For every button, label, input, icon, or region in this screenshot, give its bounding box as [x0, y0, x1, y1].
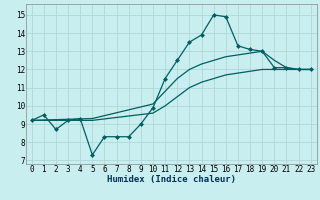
X-axis label: Humidex (Indice chaleur): Humidex (Indice chaleur)	[107, 175, 236, 184]
